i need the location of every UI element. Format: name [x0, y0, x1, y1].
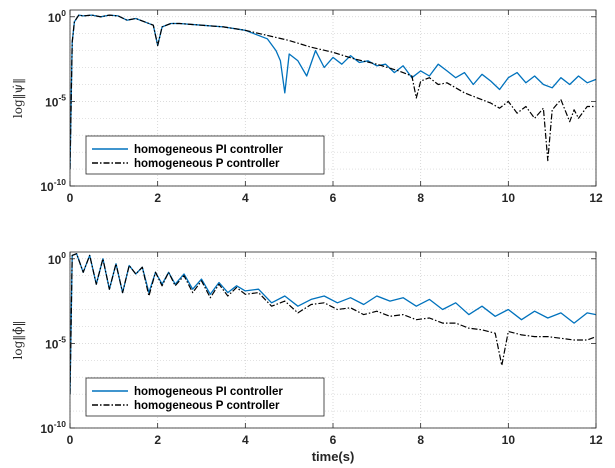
legend: homogeneous PI controller homogeneous P c…	[85, 135, 325, 175]
legend: homogeneous PI controller homogeneous P c…	[85, 377, 325, 417]
x-tick-label: 8	[417, 191, 424, 205]
legend-box	[85, 377, 325, 417]
x-tick-label: 8	[417, 433, 424, 447]
x-tick-label: 0	[67, 433, 74, 447]
y-axis-label: log‖ψ̇‖	[11, 78, 25, 118]
series-p-line	[70, 14, 596, 170]
x-tick-label: 10	[502, 433, 516, 447]
y-tick-label: 100	[48, 250, 66, 267]
series-p-line	[70, 253, 596, 395]
x-tick-label: 12	[589, 191, 603, 205]
y-axis-label: log‖ϕ̇‖	[11, 321, 25, 360]
x-tick-label: 2	[154, 433, 161, 447]
y-tick-label: 10-5	[45, 334, 66, 351]
x-tick-label: 6	[330, 191, 337, 205]
legend-label: homogeneous PI controller	[134, 144, 283, 156]
legend-label: homogeneous P controller	[134, 158, 280, 170]
subplot-1: 0 2 4 6 8 10 12 100 10-5 10-10 log‖ψ̇‖ homogeneous …	[11, 8, 603, 205]
x-tick-label: 10	[502, 191, 516, 205]
y-tick-label: 10-10	[40, 177, 66, 194]
legend-label: homogeneous P controller	[134, 400, 280, 412]
y-tick-label: 100	[48, 8, 66, 25]
y-tick-label: 10-10	[40, 419, 66, 436]
x-tick-label: 6	[330, 433, 337, 447]
x-tick-label: 2	[154, 191, 161, 205]
x-axis-label: time(s)	[312, 449, 355, 464]
subplot-2: 0 2 4 6 8 10 12 100 10-5 10-10 log‖ϕ̇‖ time(s) homog…	[11, 250, 603, 464]
legend-box	[85, 135, 325, 175]
x-tick-label: 4	[242, 191, 249, 205]
y-tick-label: 10-5	[45, 92, 66, 109]
x-tick-label: 12	[589, 433, 603, 447]
x-tick-label: 0	[67, 191, 74, 205]
legend-label: homogeneous PI controller	[134, 386, 283, 398]
x-tick-label: 4	[242, 433, 249, 447]
